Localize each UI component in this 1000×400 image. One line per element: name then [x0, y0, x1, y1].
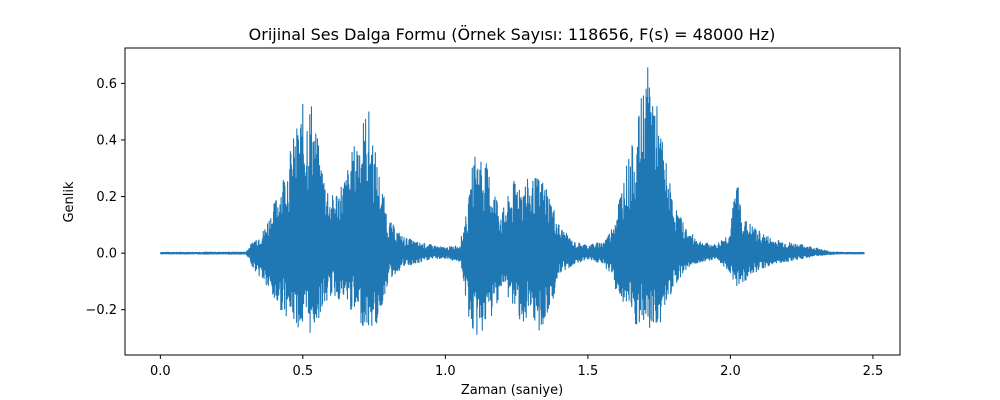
y-axis-ticks: −0.2 0.0 0.2 0.4 0.6	[85, 77, 125, 318]
plot-area	[159, 67, 865, 335]
y-tick-label: −0.2	[85, 303, 117, 318]
waveform-series-line	[159, 67, 865, 335]
x-axis-label: Zaman (saniye)	[461, 383, 563, 398]
x-tick-label: 0.5	[293, 364, 314, 379]
x-tick-label: 1.0	[435, 364, 456, 379]
axes-frame	[124, 47, 901, 356]
y-axis-label: Genlik	[62, 181, 77, 223]
x-tick-label: 0.0	[150, 364, 171, 379]
y-tick-label: 0.2	[96, 190, 117, 205]
x-tick-label: 1.5	[578, 364, 599, 379]
y-tick-label: 0.0	[96, 247, 117, 262]
x-tick-label: 2.0	[720, 364, 741, 379]
y-tick-label: 0.6	[96, 77, 117, 92]
chart-title: Orijinal Ses Dalga Formu (Örnek Sayısı: …	[249, 25, 776, 44]
x-tick-label: 2.5	[863, 364, 884, 379]
y-tick-label: 0.4	[96, 133, 117, 148]
x-axis-ticks: 0.0 0.5 1.0 1.5 2.0 2.5	[150, 355, 883, 379]
